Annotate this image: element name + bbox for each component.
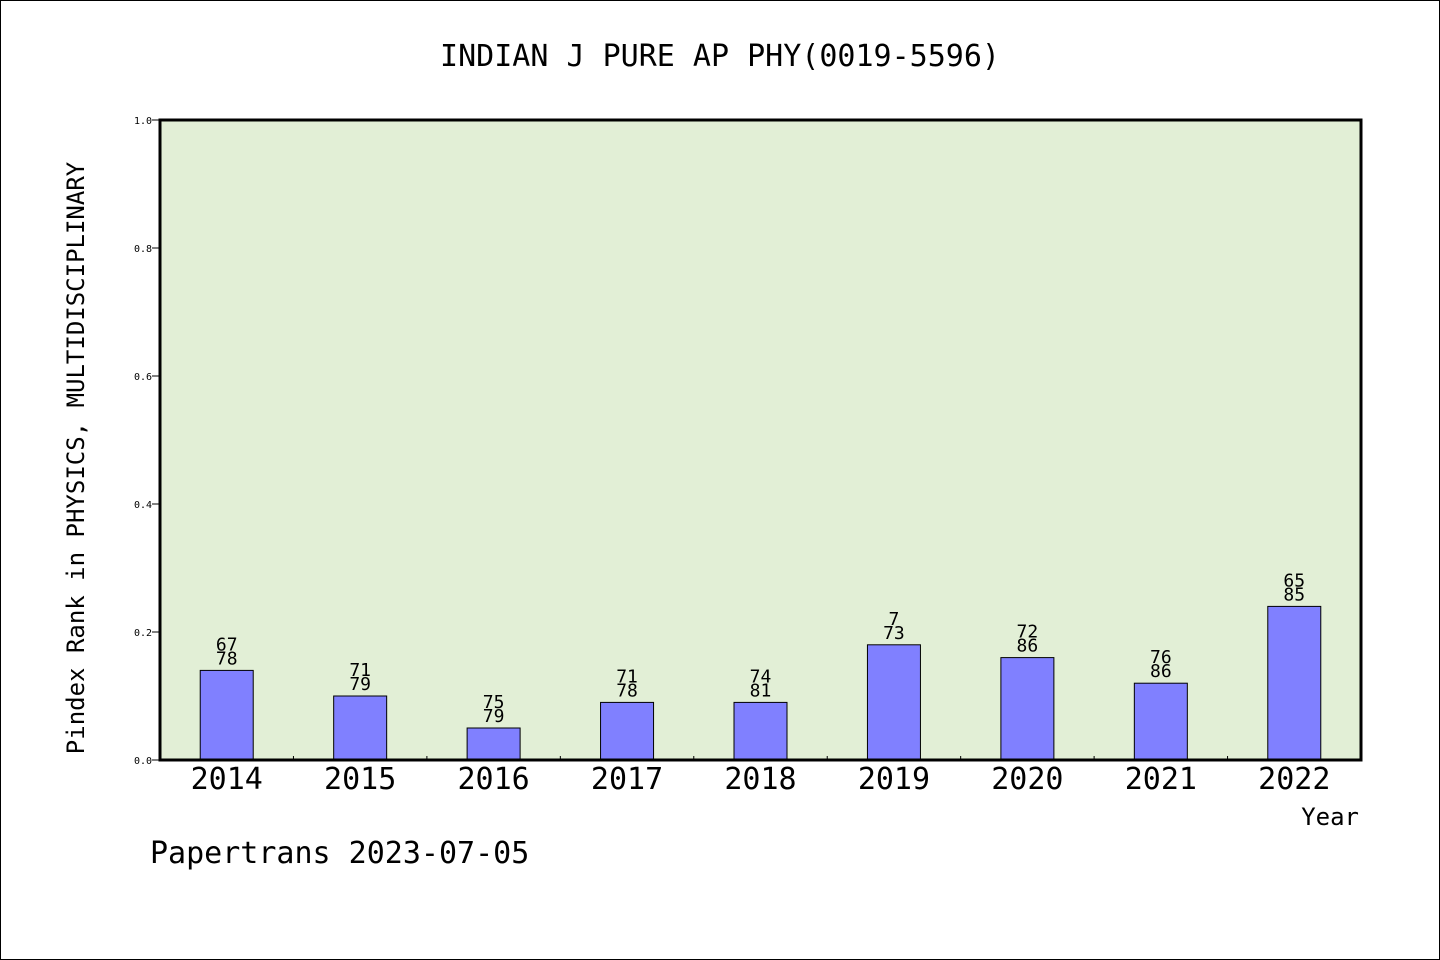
y-tick-label: 0.8: [134, 244, 152, 255]
data-label-total: 85: [1283, 584, 1305, 605]
bar-2020: [1000, 657, 1055, 761]
data-label-rank: 74: [750, 666, 772, 687]
x-tick-label: 2017: [591, 762, 663, 797]
plot-border: [158, 118, 1363, 762]
bar-2019: [866, 644, 921, 761]
data-label-total: 79: [483, 706, 505, 727]
x-tick-label: 2020: [991, 762, 1063, 797]
data-label-rank: 67: [216, 634, 238, 655]
data-label-total: 86: [1150, 661, 1172, 682]
bar-2016: [466, 727, 521, 761]
x-tick-label: 2014: [191, 762, 263, 797]
y-axis-label: Pindex Rank in PHYSICS, MULTIDISCIPLINAR…: [62, 161, 90, 754]
bar-2015: [333, 695, 388, 761]
data-label-total: 73: [883, 623, 905, 644]
plot-area: [160, 120, 1361, 760]
x-tick-label: 2016: [457, 762, 529, 797]
y-tick-label: 0.6: [134, 372, 152, 383]
data-label-total: 81: [750, 680, 772, 701]
data-label-total: 86: [1017, 636, 1039, 657]
data-label-rank: 75: [483, 692, 505, 713]
x-tick-label: 2019: [858, 762, 930, 797]
y-tick-label: 1.0: [134, 116, 152, 127]
data-label-rank: 71: [349, 660, 371, 681]
bar-2021: [1133, 682, 1188, 761]
data-label-rank: 72: [1017, 622, 1039, 643]
y-tick-label: 0.4: [134, 500, 152, 511]
bar-2014: [199, 669, 254, 761]
bar-2022: [1267, 605, 1322, 761]
y-axis-ticks: 0.0 0.2 0.4 0.6 0.8 1.0: [134, 116, 160, 767]
y-tick-label: 0.2: [134, 628, 152, 639]
chart-title: INDIAN J PURE AP PHY(0019-5596): [440, 39, 1000, 74]
y-tick-label: 0.0: [134, 756, 152, 767]
x-tick-label: 2018: [724, 762, 796, 797]
x-tick-label: 2021: [1125, 762, 1197, 797]
data-label-total: 78: [216, 648, 238, 669]
data-label-rank: 71: [616, 666, 638, 687]
data-label-rank: 7: [889, 609, 900, 630]
bar-2018: [733, 701, 788, 761]
data-label-total: 78: [616, 680, 638, 701]
x-axis-label: Year: [1301, 803, 1359, 831]
bar-2017: [600, 701, 655, 761]
x-tick-label: 2015: [324, 762, 396, 797]
data-label-total: 79: [349, 674, 371, 695]
x-axis-ticks: 2014 2015 2016 2017 2018 2019 2020 2021 2022: [191, 756, 1330, 797]
x-tick-label: 2022: [1258, 762, 1330, 797]
data-label-rank: 65: [1283, 570, 1305, 591]
footer-credit: Papertrans 2023-07-05: [150, 836, 529, 871]
data-label-rank: 76: [1150, 647, 1172, 668]
bars-group: [199, 605, 1322, 761]
